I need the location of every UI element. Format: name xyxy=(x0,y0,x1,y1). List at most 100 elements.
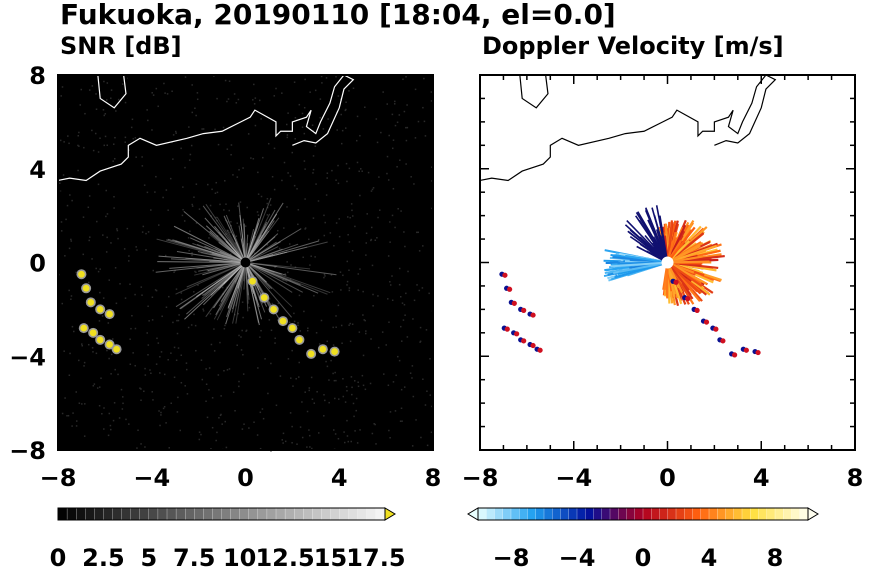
snr-echo-cell xyxy=(78,270,85,278)
snr-noise-pixel xyxy=(236,176,239,178)
snr-noise-pixel xyxy=(287,271,289,274)
snr-noise-pixel xyxy=(406,336,409,338)
snr-noise-pixel xyxy=(227,230,229,232)
snr-noise-pixel xyxy=(405,292,407,295)
snr-noise-pixel xyxy=(232,391,235,393)
doppler-colorbar-segment xyxy=(535,507,545,521)
snr-noise-pixel xyxy=(328,379,330,381)
snr-noise-pixel xyxy=(59,190,62,193)
snr-noise-pixel xyxy=(147,354,149,356)
snr-noise-pixel xyxy=(430,100,433,102)
snr-clutter-streak xyxy=(245,262,311,270)
snr-noise-pixel xyxy=(310,255,312,257)
doppler-colorbar-segment xyxy=(568,507,578,521)
snr-noise-pixel xyxy=(62,174,65,176)
snr-noise-pixel xyxy=(401,420,403,422)
snr-noise-pixel xyxy=(277,319,279,322)
snr-noise-pixel xyxy=(406,104,408,106)
snr-noise-pixel xyxy=(266,197,269,200)
snr-noise-pixel xyxy=(116,229,119,232)
snr-noise-pixel xyxy=(253,421,255,423)
snr-noise-pixel xyxy=(155,175,157,178)
snr-noise-pixel xyxy=(394,410,397,412)
snr-noise-pixel xyxy=(172,134,175,136)
snr-noise-pixel xyxy=(306,410,309,413)
snr-noise-pixel xyxy=(282,442,284,444)
snr-noise-pixel xyxy=(154,191,156,193)
snr-noise-pixel xyxy=(262,156,264,159)
snr-noise-pixel xyxy=(307,327,309,329)
snr-noise-pixel xyxy=(297,223,299,226)
snr-clutter-streak xyxy=(157,261,246,263)
snr-noise-pixel xyxy=(217,374,220,376)
snr-clutter-streak xyxy=(200,252,246,263)
snr-noise-pixel xyxy=(377,216,379,219)
snr-noise-pixel xyxy=(273,188,276,191)
snr-noise-pixel xyxy=(147,305,149,308)
snr-clutter-streak xyxy=(202,262,246,276)
snr-colorbar-tick-label: 2.5 xyxy=(82,544,125,570)
snr-noise-pixel xyxy=(151,92,153,94)
snr-noise-pixel xyxy=(129,338,131,340)
snr-noise-pixel xyxy=(168,447,171,449)
doppler-echo-cell-positive xyxy=(521,338,527,344)
snr-noise-pixel xyxy=(287,112,289,114)
snr-noise-pixel xyxy=(67,135,69,137)
snr-data-layer xyxy=(57,74,434,452)
snr-noise-pixel xyxy=(397,355,399,358)
snr-noise-pixel xyxy=(242,353,244,356)
snr-noise-pixel xyxy=(117,373,119,376)
snr-noise-pixel xyxy=(221,286,224,289)
snr-noise-pixel xyxy=(77,144,79,147)
snr-noise-pixel xyxy=(92,385,95,387)
snr-noise-pixel xyxy=(227,98,230,100)
snr-noise-pixel xyxy=(83,146,85,149)
snr-noise-pixel xyxy=(377,295,379,297)
snr-noise-pixel xyxy=(124,136,127,139)
snr-colorbar-tick-label: 0 xyxy=(50,544,67,570)
snr-noise-pixel xyxy=(225,203,227,205)
snr-noise-pixel xyxy=(99,137,101,139)
snr-noise-pixel xyxy=(399,325,402,328)
snr-echo-cell xyxy=(96,336,104,344)
snr-noise-pixel xyxy=(351,249,354,252)
snr-noise-pixel xyxy=(304,198,306,200)
snr-noise-pixel xyxy=(191,111,194,114)
snr-noise-pixel xyxy=(403,231,405,233)
snr-noise-pixel xyxy=(334,371,336,374)
snr-noise-pixel xyxy=(396,166,398,168)
snr-noise-pixel xyxy=(370,226,373,229)
snr-noise-pixel xyxy=(188,159,191,161)
snr-noise-pixel xyxy=(355,139,358,142)
snr-noise-pixel xyxy=(422,378,424,380)
snr-noise-pixel xyxy=(227,221,229,223)
snr-echo-cell xyxy=(80,324,88,332)
snr-noise-pixel xyxy=(331,291,334,293)
snr-noise-pixel xyxy=(269,204,272,206)
snr-noise-pixel xyxy=(292,385,294,387)
snr-noise-pixel xyxy=(321,82,323,84)
snr-noise-pixel xyxy=(224,324,226,327)
doppler-colorbar-tick-label: 8 xyxy=(767,544,784,570)
doppler-colorbar-segment xyxy=(527,507,537,521)
snr-noise-pixel xyxy=(201,293,204,295)
snr-noise-pixel xyxy=(357,381,359,384)
snr-noise-pixel xyxy=(106,349,108,352)
snr-noise-pixel xyxy=(362,354,365,357)
snr-noise-pixel xyxy=(326,340,328,343)
snr-noise-pixel xyxy=(245,329,248,332)
snr-clutter-streak xyxy=(186,262,246,315)
snr-noise-pixel xyxy=(134,293,136,296)
snr-noise-pixel xyxy=(380,131,382,134)
snr-noise-pixel xyxy=(198,438,201,441)
snr-noise-pixel xyxy=(206,416,209,419)
snr-noise-pixel xyxy=(344,401,347,403)
snr-noise-pixel xyxy=(70,295,73,297)
snr-noise-pixel xyxy=(418,250,421,252)
snr-noise-pixel xyxy=(202,128,205,130)
snr-noise-pixel xyxy=(387,255,390,257)
snr-noise-pixel xyxy=(335,315,337,317)
snr-noise-pixel xyxy=(287,172,289,174)
snr-noise-pixel xyxy=(348,324,350,326)
snr-echo-cell xyxy=(89,329,97,337)
